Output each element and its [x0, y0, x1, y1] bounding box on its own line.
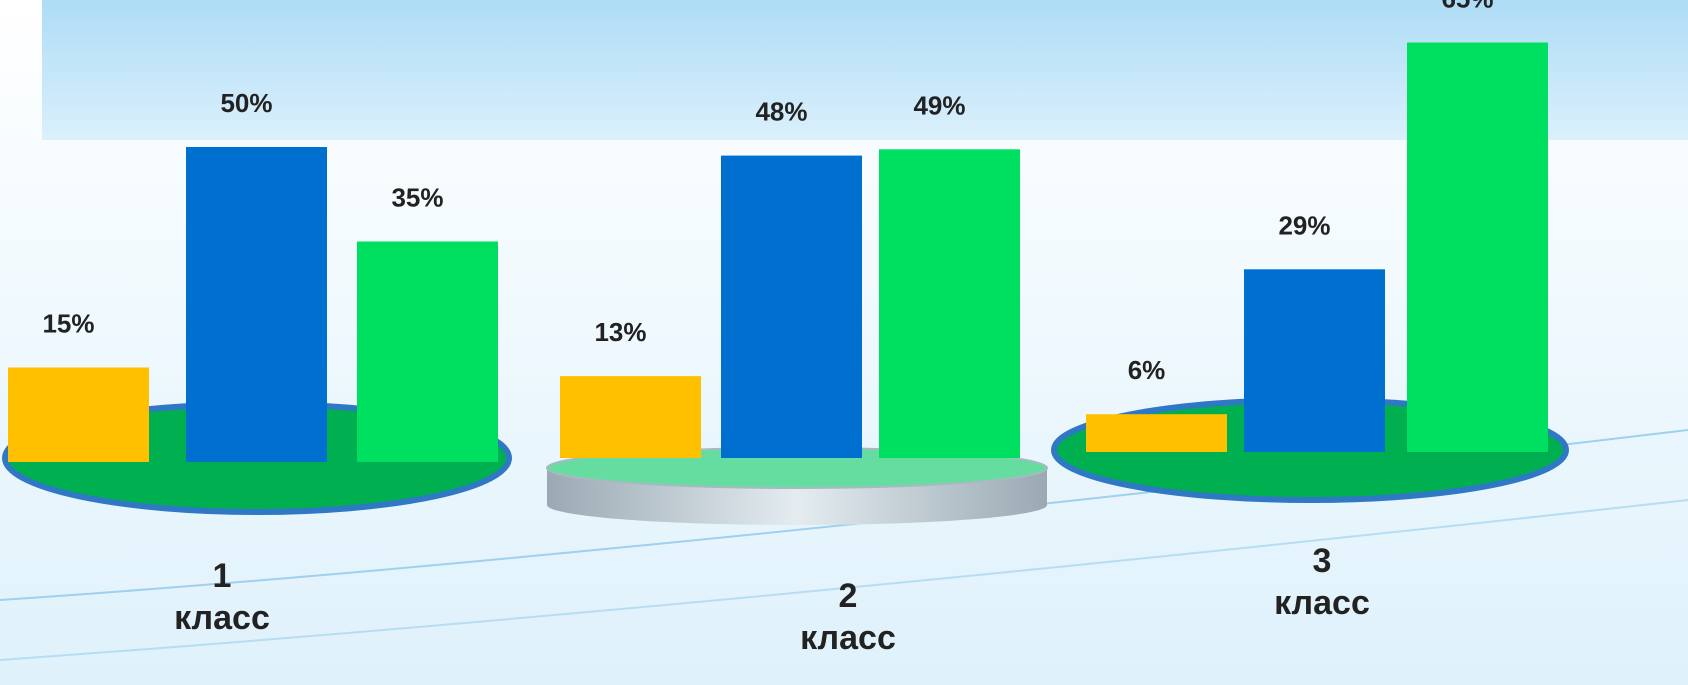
- category-label: 2 класс: [728, 575, 968, 659]
- bar: [8, 368, 149, 463]
- value-label: 65%: [1441, 0, 1493, 14]
- value-label: 50%: [220, 88, 272, 118]
- value-label: 29%: [1278, 210, 1330, 240]
- category-label: 3 класс: [1202, 540, 1442, 624]
- bar: [1407, 43, 1548, 453]
- value-label: 6%: [1128, 355, 1166, 385]
- bar: [357, 242, 498, 463]
- value-label: 35%: [391, 183, 443, 213]
- bar: [1244, 269, 1385, 452]
- value-label: 48%: [755, 97, 807, 127]
- bar: [186, 147, 327, 462]
- bar: [721, 156, 862, 458]
- bar: [560, 376, 701, 458]
- value-label: 49%: [913, 90, 965, 120]
- bar: [1086, 414, 1227, 452]
- value-label: 13%: [594, 317, 646, 347]
- category-label: 1 класс: [102, 555, 342, 639]
- slide: 15% 50% 35% 13% 48% 49% 6% 29% 65% 1 класс 2 клас…: [0, 0, 1688, 685]
- value-label: 15%: [42, 309, 94, 339]
- bar: [879, 149, 1020, 458]
